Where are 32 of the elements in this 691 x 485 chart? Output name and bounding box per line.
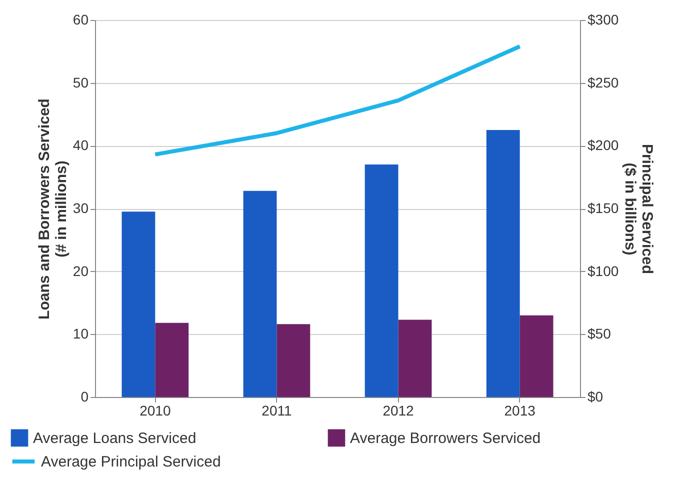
y-tick-label: 20 (72, 262, 89, 279)
y2-tick-label: $300 (588, 12, 619, 28)
y2-tick-label: $0 (588, 388, 604, 404)
bar (122, 212, 156, 397)
legend-label: Average Borrowers Serviced (350, 430, 541, 447)
x-tick-label: 2011 (262, 402, 292, 418)
bar (520, 315, 554, 397)
y-tick-label: 30 (72, 200, 89, 216)
bar (155, 322, 189, 397)
y-tick-label: 40 (72, 137, 89, 154)
y-tick-label: 60 (72, 12, 89, 28)
bar (276, 324, 310, 397)
y2-tick-label: $250 (588, 74, 619, 90)
x-tick-label: 2010 (140, 402, 171, 418)
legend-label: Average Loans Serviced (33, 430, 196, 447)
y-tick-label: 0 (80, 388, 89, 404)
line-series (153, 44, 522, 156)
y2-tick-label: $50 (588, 326, 612, 342)
legend-label: Average Principal Serviced (41, 454, 221, 470)
bar (398, 320, 432, 397)
x-tick-label: 2013 (504, 402, 536, 418)
bar (364, 164, 398, 397)
y2-tick-label: $150 (588, 200, 619, 216)
y-tick-label: 10 (72, 326, 89, 342)
y2-tick-label: $200 (588, 137, 619, 154)
x-tick-label: 2012 (382, 402, 414, 418)
y-tick-label: 50 (72, 74, 89, 90)
bar (486, 130, 520, 397)
bar (243, 190, 277, 397)
y2-tick-label: $100 (588, 262, 619, 279)
y2-axis-title: Principal Serviced ($ in billions) (622, 144, 656, 274)
y-axis-title: Loans and Borrowers Serviced (# in millions) (36, 98, 70, 320)
